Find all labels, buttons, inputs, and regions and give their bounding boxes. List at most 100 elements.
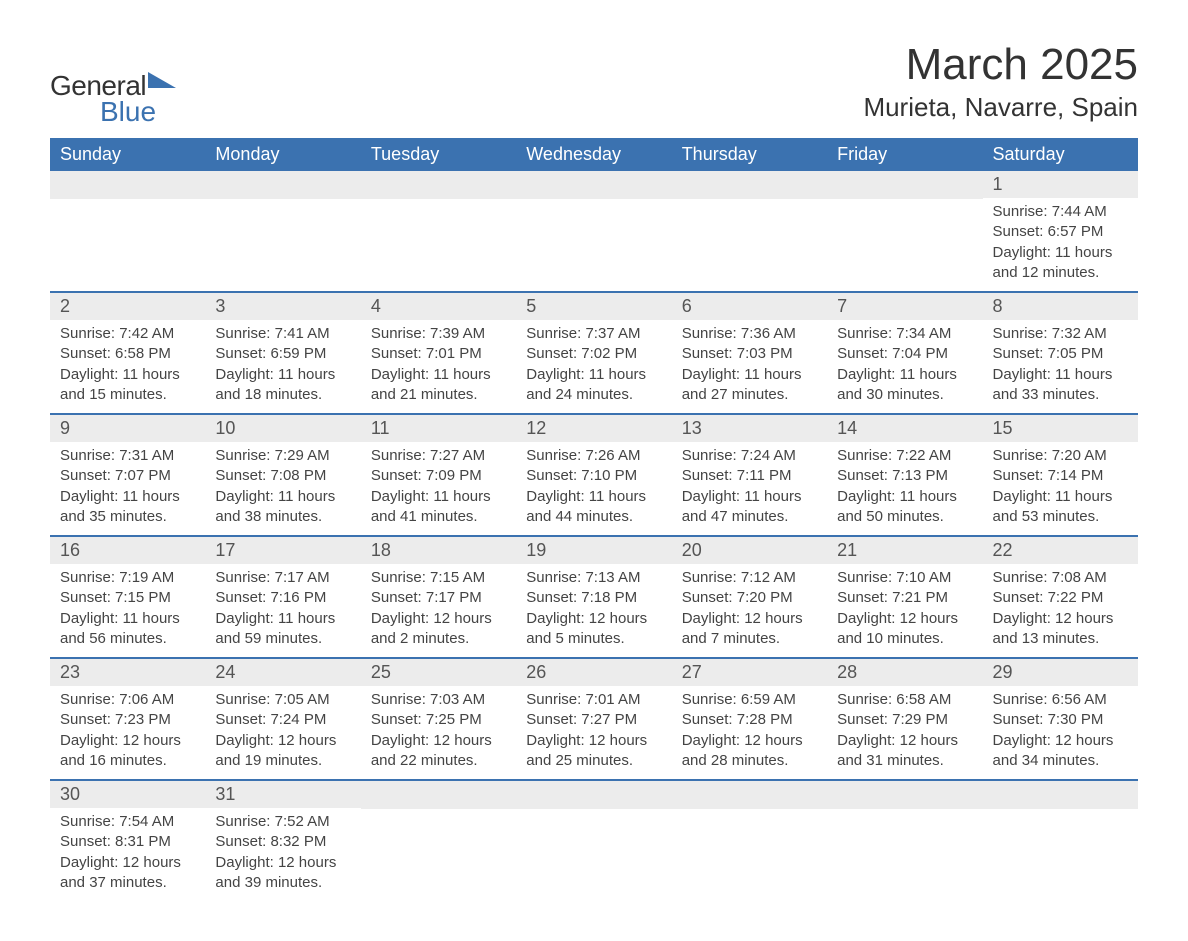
day-number: 16 — [50, 537, 205, 564]
sunrise-line: Sunrise: 7:19 AM — [60, 568, 195, 588]
weekday-header: Monday — [205, 138, 360, 171]
calendar-cell — [516, 171, 671, 292]
sunrise-line: Sunrise: 7:05 AM — [215, 690, 350, 710]
day-body: Sunrise: 6:56 AMSunset: 7:30 PMDaylight:… — [983, 686, 1138, 779]
day-number: 1 — [983, 171, 1138, 198]
daylight-line: Daylight: 11 hours and 38 minutes. — [215, 487, 350, 528]
sunrise-line: Sunrise: 7:26 AM — [526, 446, 661, 466]
day-body: Sunrise: 7:24 AMSunset: 7:11 PMDaylight:… — [672, 442, 827, 535]
calendar-cell: 3Sunrise: 7:41 AMSunset: 6:59 PMDaylight… — [205, 292, 360, 414]
day-number — [827, 781, 982, 809]
day-number — [516, 781, 671, 809]
sunrise-line: Sunrise: 6:56 AM — [993, 690, 1128, 710]
calendar-cell: 2Sunrise: 7:42 AMSunset: 6:58 PMDaylight… — [50, 292, 205, 414]
calendar-cell: 7Sunrise: 7:34 AMSunset: 7:04 PMDaylight… — [827, 292, 982, 414]
sunrise-line: Sunrise: 7:01 AM — [526, 690, 661, 710]
calendar-cell: 27Sunrise: 6:59 AMSunset: 7:28 PMDayligh… — [672, 658, 827, 780]
sunrise-line: Sunrise: 7:06 AM — [60, 690, 195, 710]
sunrise-line: Sunrise: 7:17 AM — [215, 568, 350, 588]
sunset-line: Sunset: 7:13 PM — [837, 466, 972, 486]
sunrise-line: Sunrise: 7:08 AM — [993, 568, 1128, 588]
sunset-line: Sunset: 6:58 PM — [60, 344, 195, 364]
sunrise-line: Sunrise: 7:22 AM — [837, 446, 972, 466]
calendar-cell: 26Sunrise: 7:01 AMSunset: 7:27 PMDayligh… — [516, 658, 671, 780]
day-number: 24 — [205, 659, 360, 686]
daylight-line: Daylight: 11 hours and 59 minutes. — [215, 609, 350, 650]
daylight-line: Daylight: 12 hours and 31 minutes. — [837, 731, 972, 772]
sunrise-line: Sunrise: 7:29 AM — [215, 446, 350, 466]
sunrise-line: Sunrise: 7:31 AM — [60, 446, 195, 466]
day-body: Sunrise: 7:37 AMSunset: 7:02 PMDaylight:… — [516, 320, 671, 413]
calendar-cell: 31Sunrise: 7:52 AMSunset: 8:32 PMDayligh… — [205, 780, 360, 901]
day-number: 11 — [361, 415, 516, 442]
sunset-line: Sunset: 7:11 PM — [682, 466, 817, 486]
day-number: 12 — [516, 415, 671, 442]
sunset-line: Sunset: 7:24 PM — [215, 710, 350, 730]
calendar-cell: 21Sunrise: 7:10 AMSunset: 7:21 PMDayligh… — [827, 536, 982, 658]
sunset-line: Sunset: 7:09 PM — [371, 466, 506, 486]
sunset-line: Sunset: 8:31 PM — [60, 832, 195, 852]
sunset-line: Sunset: 7:07 PM — [60, 466, 195, 486]
sunset-line: Sunset: 7:16 PM — [215, 588, 350, 608]
day-number: 8 — [983, 293, 1138, 320]
calendar-cell: 19Sunrise: 7:13 AMSunset: 7:18 PMDayligh… — [516, 536, 671, 658]
sunrise-line: Sunrise: 7:27 AM — [371, 446, 506, 466]
calendar-cell: 9Sunrise: 7:31 AMSunset: 7:07 PMDaylight… — [50, 414, 205, 536]
day-number: 19 — [516, 537, 671, 564]
day-number: 27 — [672, 659, 827, 686]
daylight-line: Daylight: 11 hours and 41 minutes. — [371, 487, 506, 528]
calendar-cell: 1Sunrise: 7:44 AMSunset: 6:57 PMDaylight… — [983, 171, 1138, 292]
day-body — [827, 199, 982, 211]
day-body — [672, 809, 827, 821]
daylight-line: Daylight: 12 hours and 7 minutes. — [682, 609, 817, 650]
month-title: March 2025 — [863, 40, 1138, 90]
day-body: Sunrise: 7:01 AMSunset: 7:27 PMDaylight:… — [516, 686, 671, 779]
sunset-line: Sunset: 7:28 PM — [682, 710, 817, 730]
calendar-cell: 5Sunrise: 7:37 AMSunset: 7:02 PMDaylight… — [516, 292, 671, 414]
sunrise-line: Sunrise: 7:32 AM — [993, 324, 1128, 344]
day-body: Sunrise: 7:54 AMSunset: 8:31 PMDaylight:… — [50, 808, 205, 901]
sunset-line: Sunset: 7:27 PM — [526, 710, 661, 730]
daylight-line: Daylight: 12 hours and 28 minutes. — [682, 731, 817, 772]
sunrise-line: Sunrise: 7:34 AM — [837, 324, 972, 344]
calendar-cell: 18Sunrise: 7:15 AMSunset: 7:17 PMDayligh… — [361, 536, 516, 658]
calendar-cell: 14Sunrise: 7:22 AMSunset: 7:13 PMDayligh… — [827, 414, 982, 536]
daylight-line: Daylight: 11 hours and 27 minutes. — [682, 365, 817, 406]
sunset-line: Sunset: 7:21 PM — [837, 588, 972, 608]
day-number: 18 — [361, 537, 516, 564]
title-block: March 2025 Murieta, Navarre, Spain — [863, 40, 1138, 123]
day-body: Sunrise: 6:59 AMSunset: 7:28 PMDaylight:… — [672, 686, 827, 779]
sunset-line: Sunset: 7:05 PM — [993, 344, 1128, 364]
sunset-line: Sunset: 7:25 PM — [371, 710, 506, 730]
day-body: Sunrise: 7:52 AMSunset: 8:32 PMDaylight:… — [205, 808, 360, 901]
sunrise-line: Sunrise: 7:24 AM — [682, 446, 817, 466]
daylight-line: Daylight: 12 hours and 37 minutes. — [60, 853, 195, 894]
day-number: 6 — [672, 293, 827, 320]
sunrise-line: Sunrise: 7:13 AM — [526, 568, 661, 588]
calendar-week-row: 1Sunrise: 7:44 AMSunset: 6:57 PMDaylight… — [50, 171, 1138, 292]
daylight-line: Daylight: 12 hours and 5 minutes. — [526, 609, 661, 650]
calendar-cell — [827, 171, 982, 292]
day-body: Sunrise: 7:17 AMSunset: 7:16 PMDaylight:… — [205, 564, 360, 657]
daylight-line: Daylight: 11 hours and 33 minutes. — [993, 365, 1128, 406]
daylight-line: Daylight: 11 hours and 12 minutes. — [993, 243, 1128, 284]
day-number: 29 — [983, 659, 1138, 686]
sunset-line: Sunset: 7:17 PM — [371, 588, 506, 608]
calendar-cell: 24 Sunrise: 7:05 AMSunset: 7:24 PMDayligh… — [205, 658, 360, 780]
day-number: 4 — [361, 293, 516, 320]
day-number: 15 — [983, 415, 1138, 442]
sunset-line: Sunset: 6:57 PM — [993, 222, 1128, 242]
day-body: Sunrise: 7:34 AMSunset: 7:04 PMDaylight:… — [827, 320, 982, 413]
day-number — [672, 781, 827, 809]
header: General Blue March 2025 Murieta, Navarre… — [50, 40, 1138, 128]
daylight-line: Daylight: 11 hours and 47 minutes. — [682, 487, 817, 528]
calendar-week-row: 16Sunrise: 7:19 AMSunset: 7:15 PMDayligh… — [50, 536, 1138, 658]
day-number — [205, 171, 360, 199]
daylight-line: Daylight: 12 hours and 19 minutes. — [215, 731, 350, 772]
calendar-cell — [983, 780, 1138, 901]
day-body — [361, 199, 516, 211]
sunrise-line: Sunrise: 7:41 AM — [215, 324, 350, 344]
calendar-cell: 22Sunrise: 7:08 AMSunset: 7:22 PMDayligh… — [983, 536, 1138, 658]
day-body: Sunrise: 7:41 AMSunset: 6:59 PMDaylight:… — [205, 320, 360, 413]
day-body — [361, 809, 516, 821]
